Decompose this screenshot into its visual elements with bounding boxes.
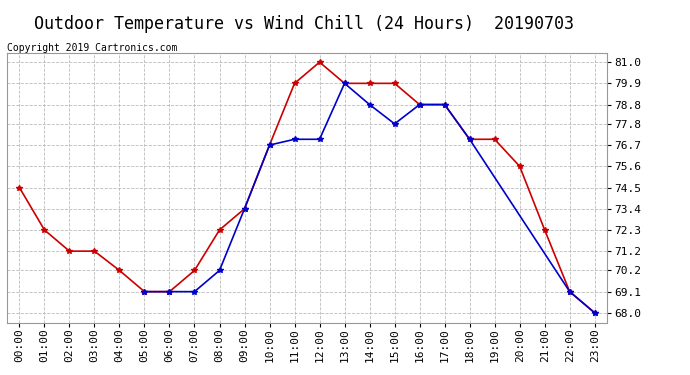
Text: Temperature (°F): Temperature (°F): [548, 27, 642, 37]
Text: Copyright 2019 Cartronics.com: Copyright 2019 Cartronics.com: [7, 43, 177, 53]
Text: Wind Chill  (°F): Wind Chill (°F): [424, 27, 518, 37]
Text: Outdoor Temperature vs Wind Chill (24 Hours)  20190703: Outdoor Temperature vs Wind Chill (24 Ho…: [34, 15, 573, 33]
